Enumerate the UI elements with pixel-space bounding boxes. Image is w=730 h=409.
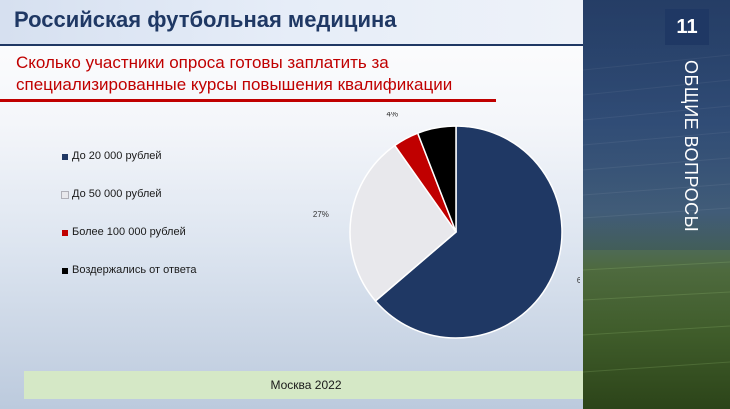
pie-slice: [416, 125, 457, 233]
legend-swatch: [62, 154, 68, 160]
legend-swatch: [61, 191, 69, 199]
legend-label: Более 100 000 рублей: [72, 226, 186, 238]
data-label: 4%: [387, 112, 399, 119]
section-label: ОБЩИЕ ВОПРОСЫ: [681, 60, 701, 233]
slide-subtitle: Сколько участники опроса готовы заплатит…: [16, 53, 453, 94]
slide-main: Российская футбольная медицина Сколько у…: [0, 0, 588, 409]
footer-text: Москва 2022: [270, 378, 342, 392]
page-number: 11: [676, 16, 698, 38]
pie-slice: [349, 144, 458, 303]
legend-swatch: [62, 268, 68, 274]
legend-label: Воздержались от ответа: [72, 264, 197, 276]
pie-slice: [374, 125, 563, 339]
data-label: 65%: [577, 276, 580, 285]
legend-label: До 20 000 рублей: [72, 150, 162, 162]
page-title: Российская футбольная медицина: [14, 7, 397, 32]
data-label: 27%: [313, 210, 329, 219]
header-bar: Российская футбольная медицина: [0, 0, 583, 44]
header-divider: [0, 44, 583, 46]
side-panel: 11 ОБЩИЕ ВОПРОСЫ: [583, 0, 730, 409]
page-number-badge: 11: [665, 9, 709, 45]
legend-label: До 50 000 рублей: [72, 188, 162, 200]
legend-swatch: [62, 230, 68, 236]
pie-chart: 65%27%4%6%: [313, 112, 580, 339]
subtitle-underline: [0, 99, 496, 102]
footer-bar: Москва 2022: [24, 371, 588, 399]
